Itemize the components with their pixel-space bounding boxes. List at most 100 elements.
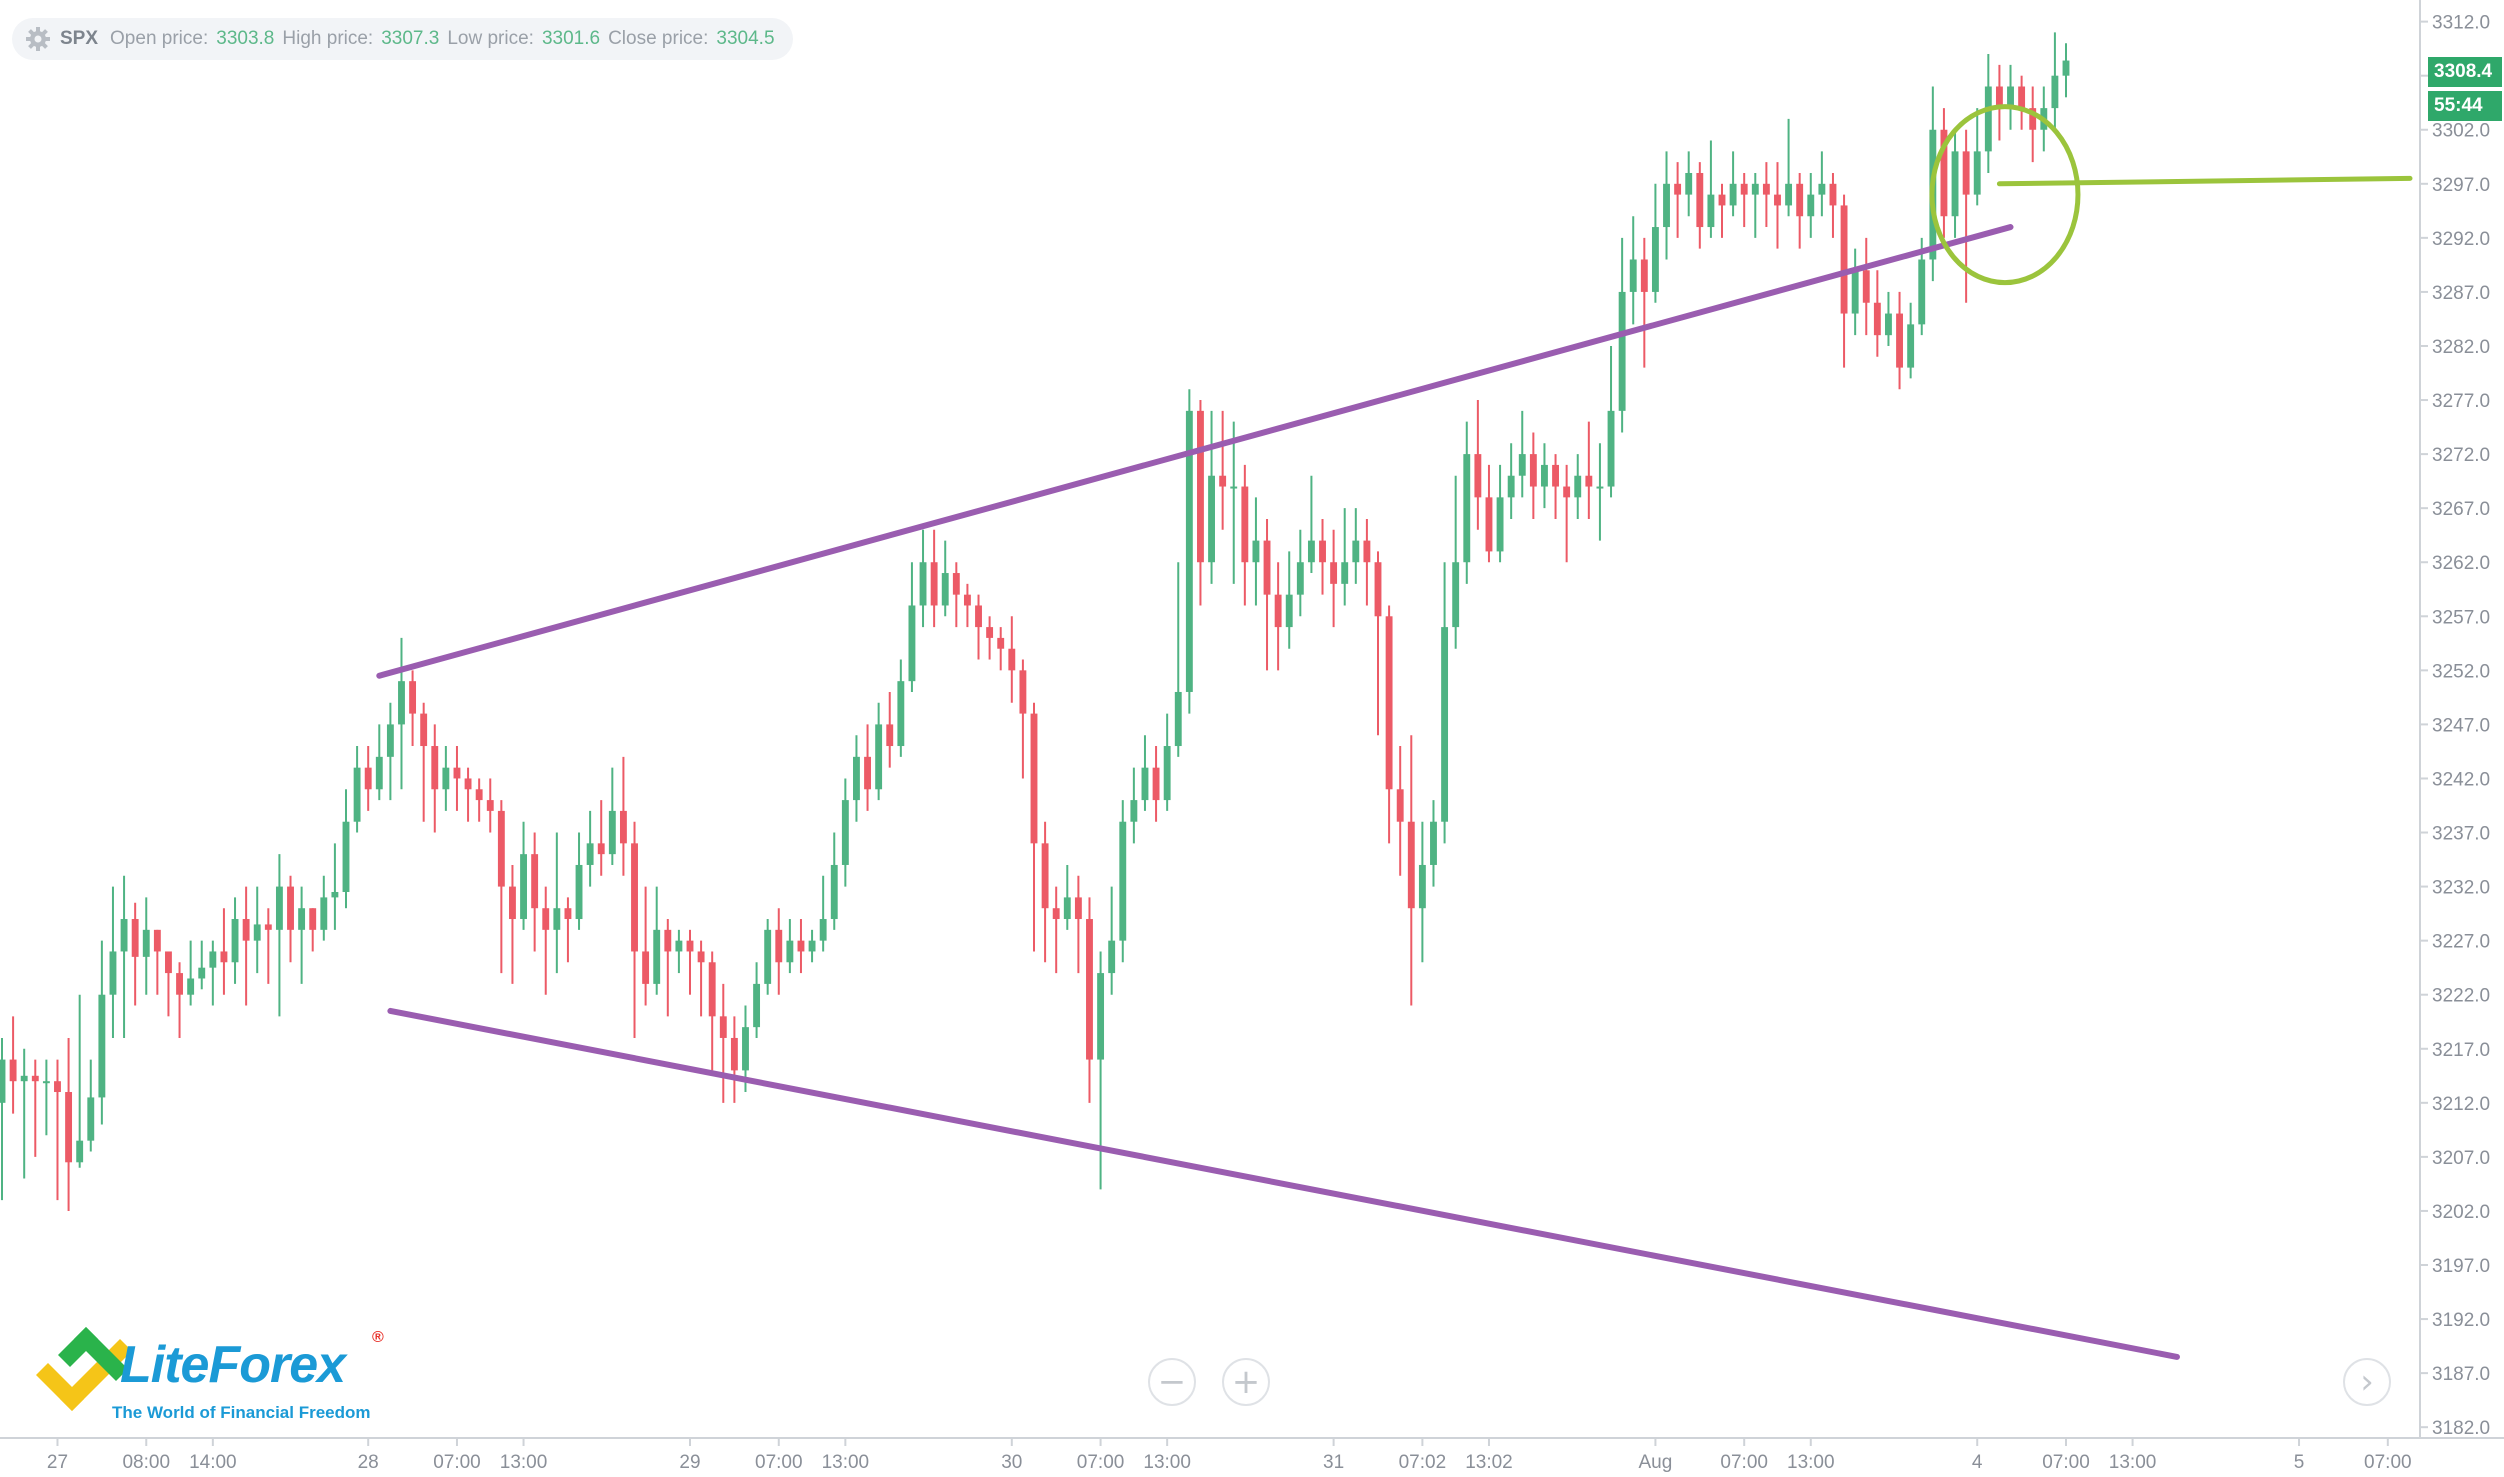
candle-body-down xyxy=(486,800,494,811)
candle-body-up xyxy=(1119,821,1127,941)
candle-body-down xyxy=(664,929,672,952)
chevron-right-icon: › xyxy=(2360,1362,2374,1402)
candle-body-down xyxy=(1563,486,1571,498)
candle-body-up xyxy=(1541,464,1548,487)
candle-body-up xyxy=(1651,227,1659,292)
candle-body-down xyxy=(176,973,183,995)
candle-body-down xyxy=(697,951,705,963)
axes: 3182.0 3187.0 3192.0 3197.0 3202.0 3207.0 3212… xyxy=(47,13,2490,1473)
candle-body-down xyxy=(287,886,294,930)
candle-body-down xyxy=(364,767,372,790)
candle-body-down xyxy=(1152,767,1160,801)
candle-body-up xyxy=(187,978,195,995)
ohlc-info-bar: SPX Open price: 3303.8 High price: 3307.… xyxy=(12,18,793,60)
x-tick-label: 07:00 xyxy=(2042,1452,2090,1473)
x-tick-label: 5 xyxy=(2294,1452,2305,1473)
candle-body-up xyxy=(342,821,350,892)
candle-body-down xyxy=(730,1037,738,1071)
candle-body-down xyxy=(1374,562,1382,617)
candle-body-up xyxy=(919,562,927,606)
candle-body-up xyxy=(1851,270,1859,314)
candle-body-down xyxy=(242,919,250,941)
candle-body-down xyxy=(1585,475,1593,487)
scroll-right-button[interactable]: › xyxy=(2343,1358,2391,1406)
candle-body-up xyxy=(520,854,527,920)
x-tick-label: 13:00 xyxy=(1787,1452,1835,1473)
open-value: 3303.8 xyxy=(216,28,275,49)
candle-body-down xyxy=(642,951,650,984)
candle-body-up xyxy=(1663,183,1670,228)
candle-body-up xyxy=(1141,767,1149,801)
gear-icon[interactable] xyxy=(24,25,52,53)
candle-body-down xyxy=(1019,670,1027,714)
candle-body-up xyxy=(675,940,683,952)
y-tick-label: 3197.0 xyxy=(2432,1256,2490,1277)
candle-body-up xyxy=(841,800,849,865)
candle-body-up xyxy=(1208,475,1215,563)
candle-body-up xyxy=(1441,627,1449,822)
candle-body-up xyxy=(231,919,239,963)
candle-body-down xyxy=(864,756,871,790)
y-tick-label: 3247.0 xyxy=(2432,715,2490,736)
candle-body-up xyxy=(76,1140,84,1163)
candle-body-down xyxy=(1552,464,1559,487)
candle-body-down xyxy=(431,746,439,790)
candle-body-down xyxy=(153,929,161,952)
candle-body-up xyxy=(1818,183,1826,195)
y-tick-label: 3252.0 xyxy=(2432,661,2490,682)
drawings xyxy=(376,104,2413,1360)
y-tick-label: 3282.0 xyxy=(2432,337,2490,358)
candle-body-down xyxy=(797,940,805,952)
candle-body-down xyxy=(930,562,938,606)
y-tick-label: 3272.0 xyxy=(2432,445,2490,466)
open-label: Open price: xyxy=(110,28,209,49)
candle-body-up xyxy=(575,864,583,920)
candle-body-down xyxy=(2029,108,2037,130)
candle-body-up xyxy=(1230,486,1238,489)
candle-body-up xyxy=(830,864,838,920)
candle-body-up xyxy=(1807,194,1815,217)
candle-body-down xyxy=(475,789,483,801)
candle-body-up xyxy=(1174,691,1182,747)
candle-body-down xyxy=(1074,897,1082,920)
candle-body-up xyxy=(764,929,772,984)
candles xyxy=(0,32,2070,1211)
candle-body-up xyxy=(753,983,761,1028)
candle-body-up xyxy=(1574,475,1582,498)
candle-body-up xyxy=(2051,75,2059,109)
zoom-out-button[interactable]: − xyxy=(1148,1358,1196,1406)
candle-body-down xyxy=(886,724,894,747)
candle-body-up xyxy=(1341,562,1349,584)
candle-body-down xyxy=(1407,821,1415,909)
candle-body-up xyxy=(253,924,261,941)
candle-body-up xyxy=(1518,454,1526,476)
y-tick-label: 3207.0 xyxy=(2432,1148,2490,1169)
candle-body-up xyxy=(87,1097,95,1141)
candle-body-up xyxy=(1685,172,1693,195)
zoom-in-button[interactable]: + xyxy=(1222,1358,1270,1406)
candle-body-down xyxy=(165,951,172,974)
y-tick-label: 3292.0 xyxy=(2432,229,2490,250)
liteforex-logo: LiteForex ® The World of Financial Freed… xyxy=(28,1315,408,1425)
candle-body-up xyxy=(42,1081,50,1084)
candle-body-up xyxy=(1296,562,1304,595)
candle-body-up xyxy=(1729,183,1737,206)
candle-body-up xyxy=(1097,973,1105,1060)
x-tick-label: 28 xyxy=(358,1452,379,1473)
plus-icon: + xyxy=(1231,1362,1261,1402)
candle-body-down xyxy=(220,951,228,963)
candle-body-up xyxy=(1607,410,1615,487)
candle-body-down xyxy=(1041,843,1049,909)
candle-body-up xyxy=(2007,86,2014,109)
candle-body-down xyxy=(1363,540,1371,563)
x-tick-label: Aug xyxy=(1639,1452,1673,1473)
last-price-badge: 3308.4 xyxy=(2428,57,2502,87)
candle-body-down xyxy=(1241,486,1249,563)
y-tick-label: 3222.0 xyxy=(2432,986,2490,1007)
y-tick-label: 3212.0 xyxy=(2432,1094,2490,1115)
candle-body-up xyxy=(1596,486,1604,489)
candle-body-down xyxy=(1995,86,2003,109)
logo-mark-icon xyxy=(36,1327,132,1411)
candle-body-up xyxy=(553,908,561,930)
